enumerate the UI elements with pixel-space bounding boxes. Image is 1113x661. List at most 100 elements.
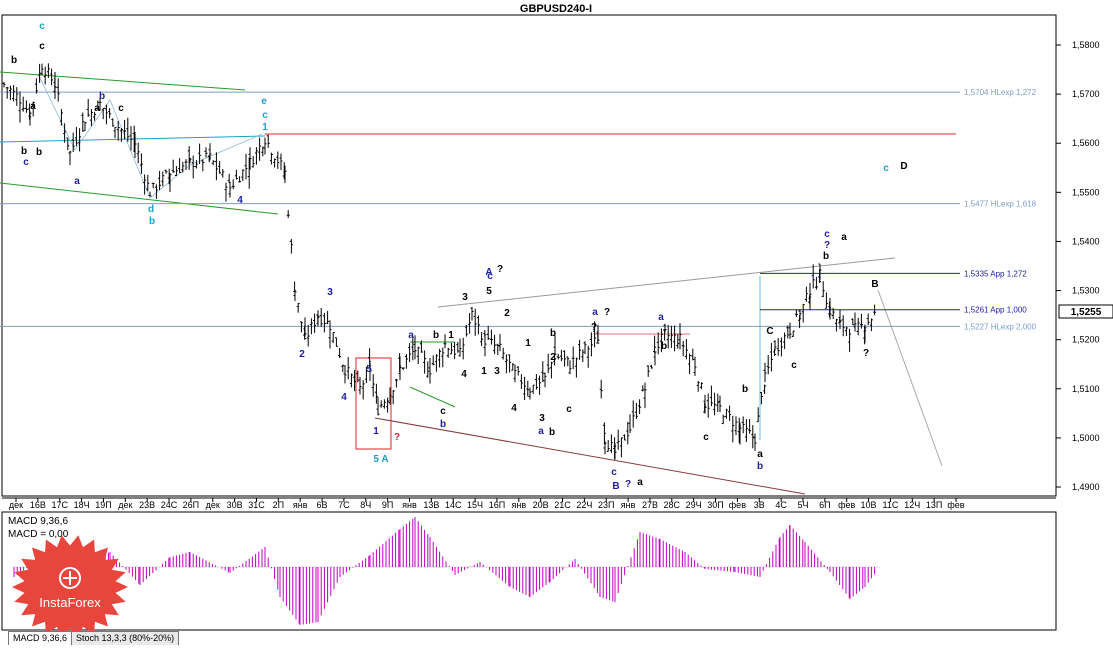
wave-label: d [148, 204, 154, 215]
wave-question-mark: ? [497, 264, 503, 275]
x-tick-label: дек [9, 500, 23, 510]
x-tick-label: 28С [664, 500, 681, 510]
wave-label: c [611, 467, 617, 478]
wave-question-mark: ? [591, 322, 597, 333]
x-tick-label: 3В [754, 500, 765, 510]
wave-label: A [485, 267, 492, 278]
wave-label: 4 [237, 195, 243, 206]
level-label: 1,5477 HLexp 1,618 [964, 200, 1037, 209]
wave-label: c [440, 406, 446, 417]
wave-label: 1 [525, 338, 531, 349]
wave-label: 3 [462, 292, 468, 303]
x-tick-label: 2П [273, 500, 284, 510]
wave-question-mark: ? [625, 479, 631, 490]
level-label: 1,5704 HLexp 1,272 [964, 88, 1037, 97]
y-tick-label: 1,5000 [1072, 433, 1100, 443]
candles [2, 63, 877, 460]
wave-label: 5 [486, 286, 492, 297]
y-tick-label: 1,5700 [1072, 89, 1100, 99]
wave-label: D [900, 161, 907, 172]
projection-line [877, 289, 943, 467]
wave-label: c [703, 432, 709, 443]
wave-label: a [637, 477, 643, 488]
wave-label: c [39, 41, 45, 52]
x-tick-label: 12Ч [904, 500, 920, 510]
wave-label: B [871, 279, 878, 290]
x-tick-label: дек [118, 500, 132, 510]
wave-label: c [23, 157, 29, 168]
trendline-brown [374, 417, 806, 495]
wave-label: 1 [373, 426, 379, 437]
wave-label: b [99, 91, 105, 102]
wave-label: b [742, 384, 748, 395]
x-tick-label: 23П [598, 500, 614, 510]
wave-label: 1 [481, 366, 487, 377]
wave-label: 4 [511, 403, 517, 414]
x-tick-label: дек [206, 500, 220, 510]
x-tick-label: 17С [51, 500, 68, 510]
x-tick-label: 13П [926, 500, 942, 510]
level-label: 1,5261 App 1,000 [964, 306, 1027, 315]
wave-question-mark: ? [824, 240, 830, 251]
wave-label: 2 [550, 352, 556, 363]
wave-label: b [661, 341, 667, 352]
x-tick-label: 4С [775, 500, 787, 510]
wave-label: b [757, 461, 763, 472]
x-tick-label: 18Ч [74, 500, 90, 510]
wave-label: 1 [262, 122, 268, 133]
x-tick-label: 24С [161, 500, 178, 510]
wave-label: b [36, 147, 42, 158]
x-tick-label: 30П [707, 500, 723, 510]
x-tick-label: 19П [95, 500, 111, 510]
wave-label: c [262, 110, 268, 121]
wave-label: b [823, 251, 829, 262]
wave-label: a [538, 426, 544, 437]
x-tick-label: 20В [533, 500, 549, 510]
x-tick-label: 6В [317, 500, 328, 510]
trendline-green-lower [0, 182, 279, 215]
x-tick-label: 5Ч [797, 500, 808, 510]
wave-label: 4 [341, 392, 347, 403]
wave-label: a [94, 103, 100, 114]
wave-label: 3 [539, 413, 545, 424]
wave-label: 4 [461, 369, 467, 380]
level-label: 1,5227 HLexp 2,000 [964, 322, 1037, 331]
trend-lines [0, 71, 956, 495]
wave-label: c [118, 103, 124, 114]
trendline-green-upper [0, 71, 246, 91]
x-tick-label: фев [838, 500, 855, 510]
x-axis: дек 16В 17С 18Ч 19П дек 23В 24С 26П дек 30В 31С 2П ян… [9, 498, 965, 510]
y-tick-label: 1,5600 [1072, 138, 1100, 148]
wave-question-mark: ? [863, 348, 869, 359]
wave-label: b [149, 216, 155, 227]
x-tick-label: 29Ч [686, 500, 702, 510]
x-tick-label: 16П [489, 500, 505, 510]
wave-label: c [791, 360, 797, 371]
wave-label: b [549, 427, 555, 438]
wave-label: a [841, 232, 847, 243]
tab-stoch[interactable]: Stoch 13,3,3 (80%-20%) [71, 631, 180, 645]
main-pane-frame [1, 14, 1057, 497]
wave-label: 2 [299, 349, 305, 360]
x-tick-label: 26П [183, 500, 199, 510]
wave-question-mark: ? [604, 307, 610, 318]
level-label: 1,5335 App 1,272 [964, 269, 1027, 278]
wave-label: e [261, 96, 267, 107]
macd-value-label: MACD = 0,00 [8, 529, 69, 540]
logo-text: InstaForex [39, 595, 101, 610]
wave-label: 3 [494, 366, 500, 377]
wave-label: c [487, 271, 493, 282]
x-tick-label: 27В [642, 500, 658, 510]
tab-macd[interactable]: MACD 9,36,6 [8, 631, 73, 645]
trendline-green-short-2 [409, 386, 456, 408]
x-tick-label: 10В [861, 500, 877, 510]
trendline-gray [437, 257, 896, 308]
wave-label: a [30, 101, 36, 112]
x-tick-label: 21С [554, 500, 571, 510]
wave-label: a [592, 307, 598, 318]
x-tick-label: фев [947, 500, 964, 510]
wave-label: a [408, 330, 414, 341]
x-tick-label: 22Ч [576, 500, 592, 510]
x-tick-label: 13В [423, 500, 439, 510]
